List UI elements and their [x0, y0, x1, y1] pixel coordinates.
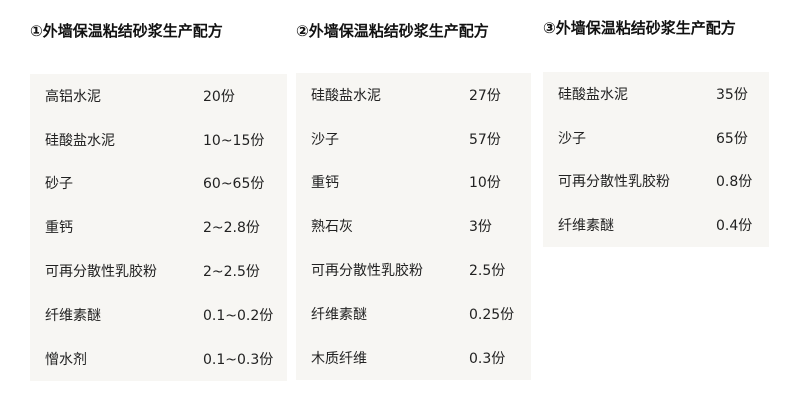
formula-table: 硅酸盐水泥 27份沙子 57份重钙 10份熟石灰 3份可再分散性乳胶粉 2.5份纤维素醚 0…: [296, 73, 531, 380]
table-row: 高铝水泥 20份: [30, 74, 287, 118]
ingredient-amount: 20份: [203, 88, 235, 105]
ingredient-name: 可再分散性乳胶粉: [311, 263, 423, 280]
table-row: 砂子 60~65份: [30, 162, 287, 206]
ingredient-amount: 0.1~0.2份: [203, 307, 274, 324]
ingredient-amount: 10份: [469, 175, 501, 192]
table-row: 可再分散性乳胶粉 0.8份: [543, 160, 769, 204]
table-row: 可再分散性乳胶粉 2~2.5份: [30, 249, 287, 293]
ingredient-amount: 35份: [716, 86, 748, 103]
ingredient-amount: 27份: [469, 87, 501, 104]
formula-title: ③外墙保温粘结砂浆生产配方: [543, 19, 736, 37]
ingredient-name: 纤维素醚: [45, 307, 101, 324]
ingredient-amount: 0.1~0.3份: [203, 351, 274, 368]
table-row: 木质纤维 0.3份: [296, 336, 531, 380]
ingredient-name: 重钙: [311, 175, 339, 192]
ingredient-name: 纤维素醚: [311, 306, 367, 323]
formula-title: ②外墙保温粘结砂浆生产配方: [296, 22, 489, 40]
table-row: 憎水剂 0.1~0.3份: [30, 337, 287, 381]
formula-table: 高铝水泥 20份硅酸盐水泥 10~15份砂子 60~65份重钙 2~2.8份可再分散性乳…: [30, 74, 287, 381]
ingredient-name: 熟石灰: [311, 219, 353, 236]
ingredient-amount: 0.3份: [469, 350, 506, 367]
ingredient-name: 可再分散性乳胶粉: [558, 174, 670, 191]
ingredient-amount: 0.8份: [716, 174, 753, 191]
ingredient-name: 沙子: [558, 130, 586, 147]
ingredient-name: 沙子: [311, 131, 339, 148]
ingredient-amount: 2~2.8份: [203, 220, 260, 237]
table-row: 硅酸盐水泥 10~15份: [30, 118, 287, 162]
table-row: 硅酸盐水泥 27份: [296, 73, 531, 117]
ingredient-name: 硅酸盐水泥: [311, 87, 381, 104]
ingredient-name: 重钙: [45, 220, 73, 237]
ingredient-amount: 2.5份: [469, 263, 506, 280]
ingredient-name: 高铝水泥: [45, 88, 101, 105]
table-row: 纤维素醚 0.25份: [296, 292, 531, 336]
formula-table: 硅酸盐水泥 35份沙子 65份可再分散性乳胶粉 0.8份纤维素醚 0.4份: [543, 72, 769, 248]
ingredient-amount: 0.25份: [469, 306, 515, 323]
table-row: 硅酸盐水泥 35份: [543, 72, 769, 116]
ingredient-name: 硅酸盐水泥: [558, 86, 628, 103]
table-row: 熟石灰 3份: [296, 204, 531, 248]
ingredient-amount: 10~15份: [203, 132, 265, 149]
ingredient-name: 砂子: [45, 176, 73, 193]
table-row: 沙子 65份: [543, 116, 769, 160]
ingredient-name: 硅酸盐水泥: [45, 132, 115, 149]
table-row: 重钙 2~2.8份: [30, 205, 287, 249]
ingredient-amount: 0.4份: [716, 218, 753, 235]
ingredient-amount: 2~2.5份: [203, 264, 260, 281]
ingredient-name: 纤维素醚: [558, 218, 614, 235]
ingredient-amount: 3份: [469, 219, 492, 236]
ingredient-amount: 65份: [716, 130, 748, 147]
table-row: 重钙 10份: [296, 161, 531, 205]
table-row: 纤维素醚 0.1~0.2份: [30, 293, 287, 337]
ingredient-name: 可再分散性乳胶粉: [45, 264, 157, 281]
formula-title: ①外墙保温粘结砂浆生产配方: [30, 22, 223, 40]
table-row: 纤维素醚 0.4份: [543, 203, 769, 247]
table-row: 可再分散性乳胶粉 2.5份: [296, 248, 531, 292]
ingredient-amount: 60~65份: [203, 176, 265, 193]
ingredient-name: 木质纤维: [311, 350, 367, 367]
ingredient-amount: 57份: [469, 131, 501, 148]
table-row: 沙子 57份: [296, 117, 531, 161]
ingredient-name: 憎水剂: [45, 351, 87, 368]
